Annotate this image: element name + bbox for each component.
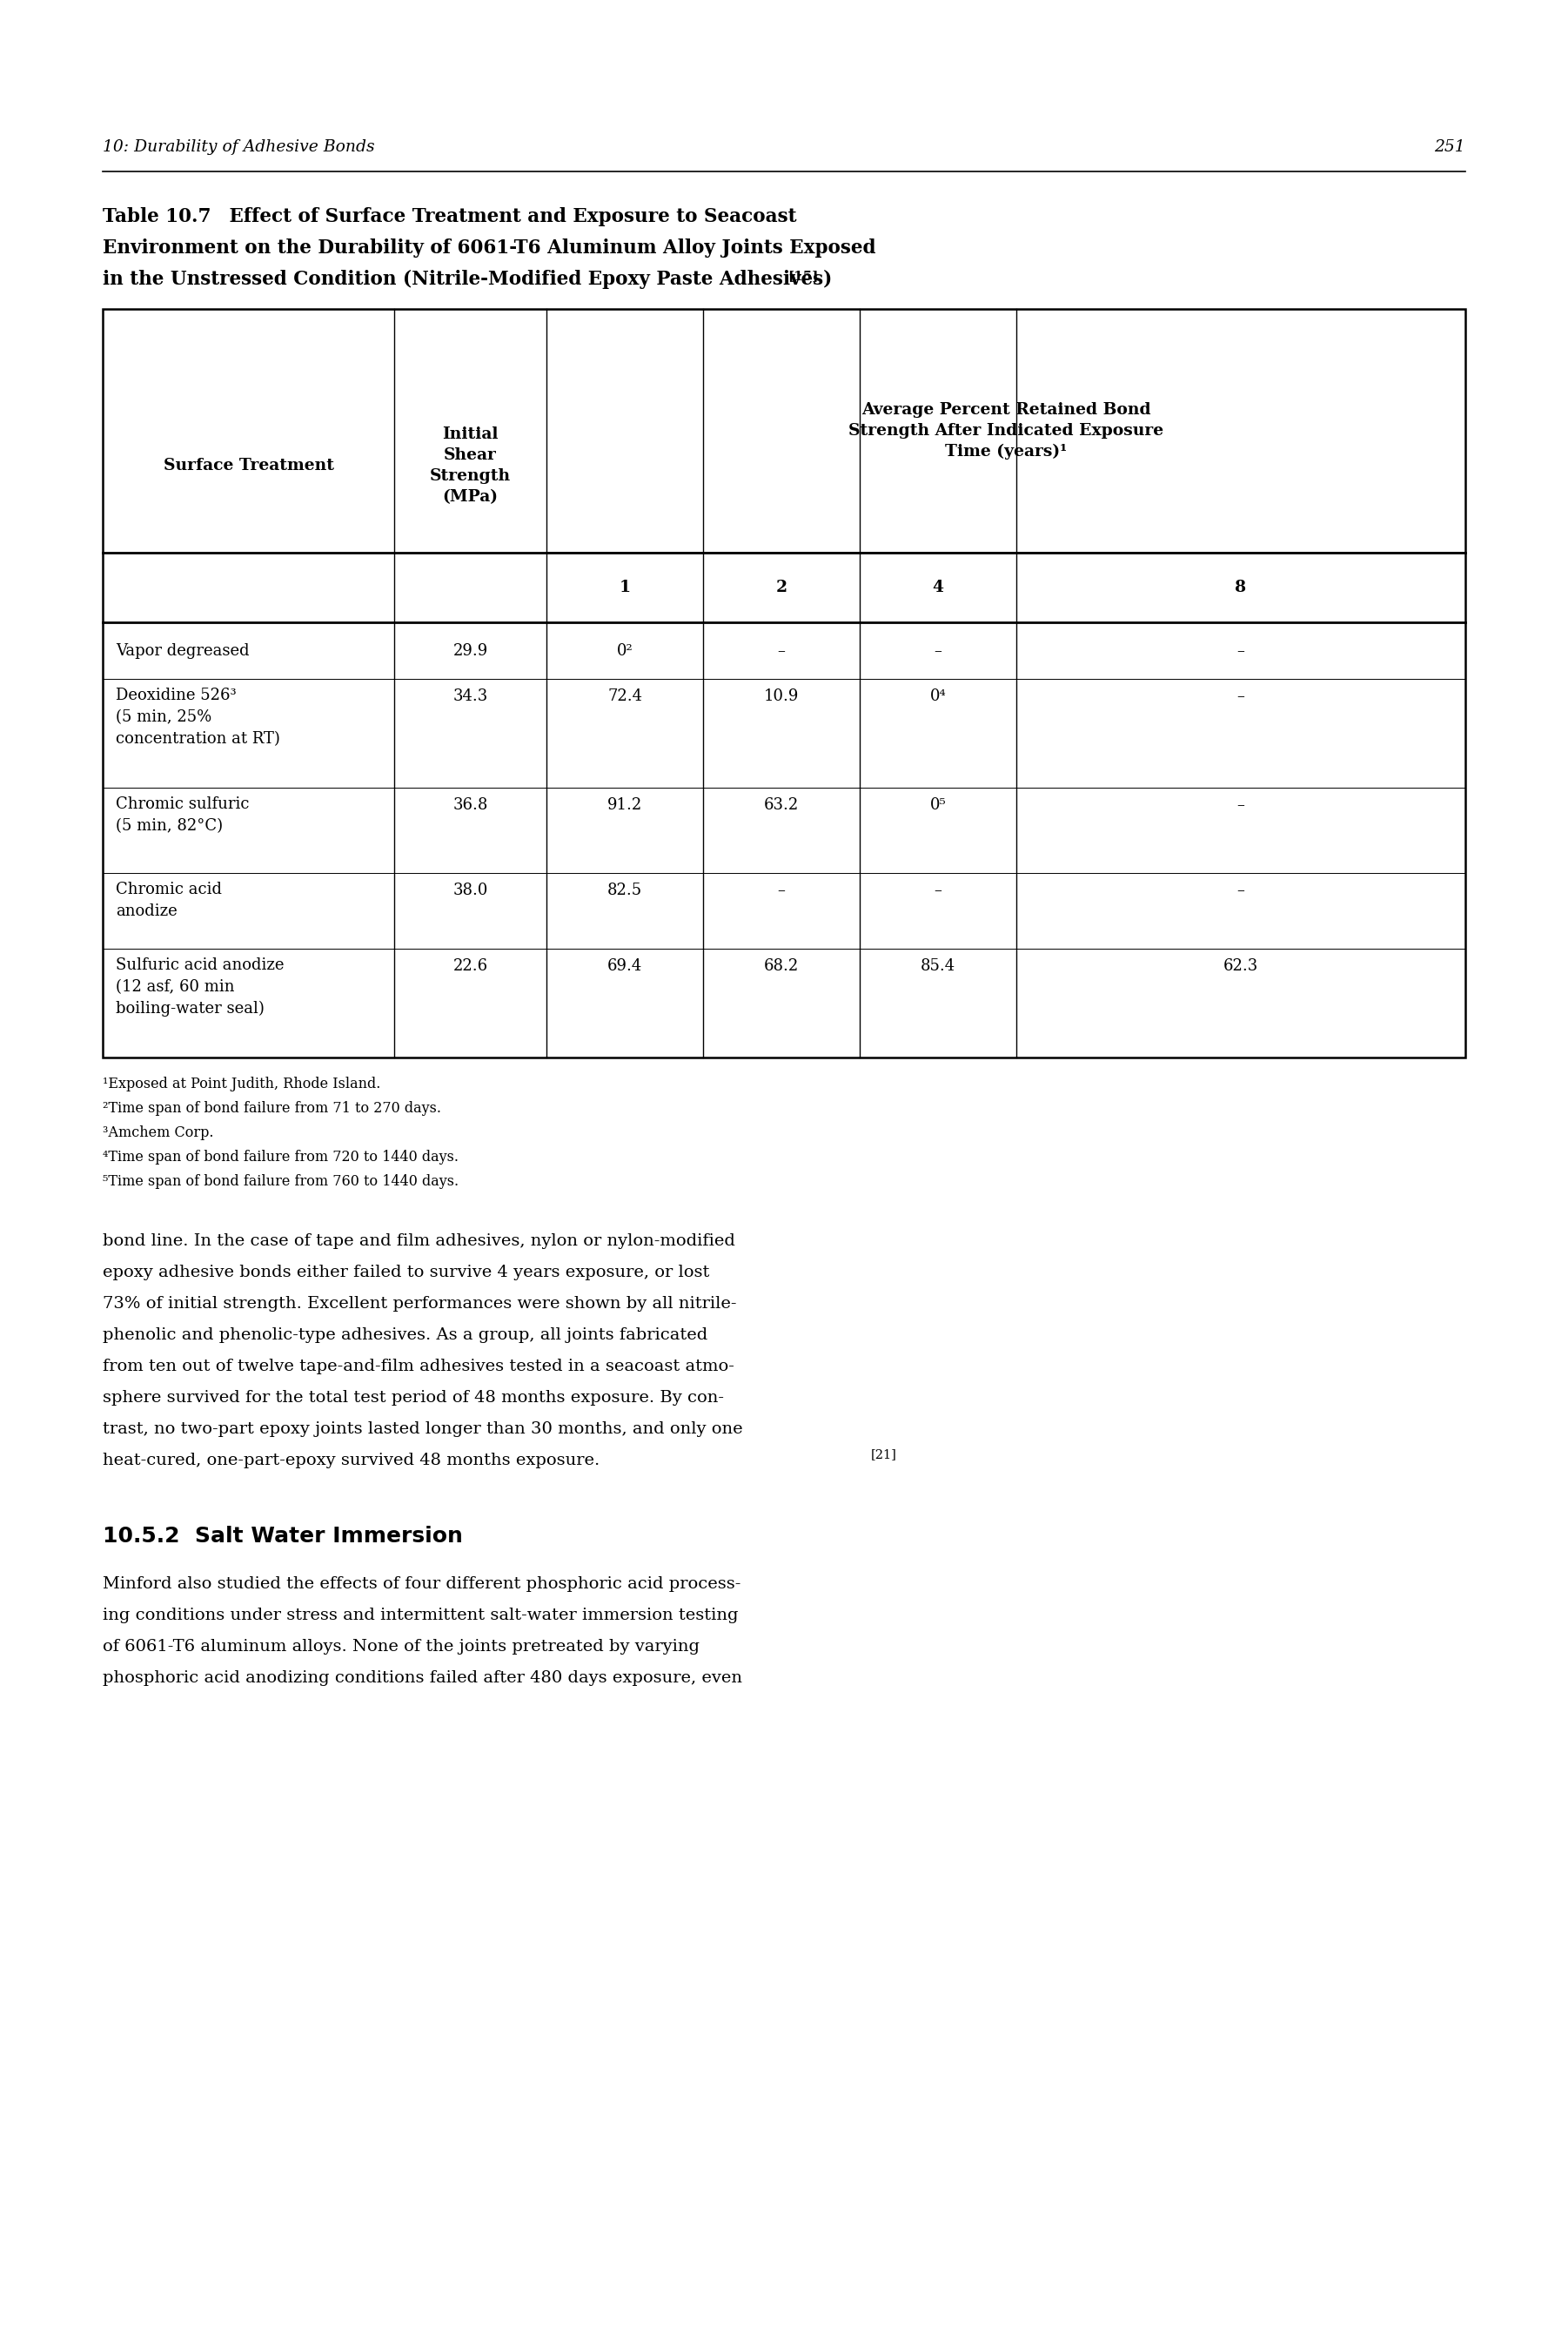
Text: Environment on the Durability of 6061-T6 Aluminum Alloy Joints Exposed: Environment on the Durability of 6061-T6…: [102, 237, 877, 258]
Text: 91.2: 91.2: [607, 797, 643, 813]
Text: 8: 8: [1236, 580, 1247, 595]
Text: –: –: [1237, 884, 1245, 898]
Text: Table 10.7: Table 10.7: [102, 207, 212, 226]
Text: Vapor degreased: Vapor degreased: [116, 644, 249, 658]
Text: 22.6: 22.6: [453, 959, 488, 973]
Text: –: –: [778, 644, 786, 658]
Text: 0⁵: 0⁵: [930, 797, 946, 813]
Text: from ten out of twelve tape-and-film adhesives tested in a seacoast atmo-: from ten out of twelve tape-and-film adh…: [102, 1358, 734, 1375]
Text: –: –: [1237, 644, 1245, 658]
Text: phosphoric acid anodizing conditions failed after 480 days exposure, even: phosphoric acid anodizing conditions fai…: [102, 1671, 742, 1685]
Text: ¹Exposed at Point Judith, Rhode Island.: ¹Exposed at Point Judith, Rhode Island.: [102, 1076, 381, 1090]
Text: 69.4: 69.4: [607, 959, 643, 973]
Bar: [102, 308, 1466, 1058]
Text: Average Percent Retained Bond
Strength After Indicated Exposure
Time (years)¹: Average Percent Retained Bond Strength A…: [848, 402, 1163, 461]
Text: 0⁴: 0⁴: [930, 689, 946, 705]
Text: Sulfuric acid anodize
(12 asf, 60 min
boiling-water seal): Sulfuric acid anodize (12 asf, 60 min bo…: [116, 956, 284, 1018]
Text: 63.2: 63.2: [764, 797, 800, 813]
Text: bond line. In the case of tape and film adhesives, nylon or nylon-modified: bond line. In the case of tape and film …: [102, 1234, 735, 1248]
Text: epoxy adhesive bonds either failed to survive 4 years exposure, or lost: epoxy adhesive bonds either failed to su…: [102, 1264, 709, 1281]
Text: ²Time span of bond failure from 71 to 270 days.: ²Time span of bond failure from 71 to 27…: [102, 1102, 441, 1116]
Text: [21]: [21]: [870, 1448, 897, 1459]
Text: 4: 4: [933, 580, 944, 595]
Text: 72.4: 72.4: [607, 689, 643, 705]
Text: –: –: [1237, 689, 1245, 705]
Text: 10: Durability of Adhesive Bonds: 10: Durability of Adhesive Bonds: [102, 139, 375, 155]
Text: 251: 251: [1435, 139, 1466, 155]
Text: Surface Treatment: Surface Treatment: [163, 458, 334, 472]
Text: 82.5: 82.5: [607, 884, 643, 898]
Text: 36.8: 36.8: [453, 797, 488, 813]
Text: trast, no two-part epoxy joints lasted longer than 30 months, and only one: trast, no two-part epoxy joints lasted l…: [102, 1422, 743, 1436]
Text: 10.9: 10.9: [764, 689, 800, 705]
Text: –: –: [935, 884, 942, 898]
Text: –: –: [935, 644, 942, 658]
Text: ing conditions under stress and intermittent salt-water immersion testing: ing conditions under stress and intermit…: [102, 1607, 739, 1624]
Text: 34.3: 34.3: [453, 689, 488, 705]
Text: –: –: [1237, 797, 1245, 813]
Text: sphere survived for the total test period of 48 months exposure. By con-: sphere survived for the total test perio…: [102, 1389, 724, 1405]
Text: ³Amchem Corp.: ³Amchem Corp.: [102, 1126, 213, 1140]
Text: Minford also studied the effects of four different phosphoric acid process-: Minford also studied the effects of four…: [102, 1577, 740, 1591]
Text: heat-cured, one-part-epoxy survived 48 months exposure.: heat-cured, one-part-epoxy survived 48 m…: [102, 1452, 599, 1469]
Text: 68.2: 68.2: [764, 959, 800, 973]
Text: Deoxidine 526³
(5 min, 25%
concentration at RT): Deoxidine 526³ (5 min, 25% concentration…: [116, 689, 281, 747]
Text: ⁵Time span of bond failure from 760 to 1440 days.: ⁵Time span of bond failure from 760 to 1…: [102, 1175, 459, 1189]
Text: 0²: 0²: [616, 644, 633, 658]
Text: ⁴Time span of bond failure from 720 to 1440 days.: ⁴Time span of bond failure from 720 to 1…: [102, 1149, 458, 1166]
Text: [15]: [15]: [787, 270, 818, 282]
Text: Chromic acid
anodize: Chromic acid anodize: [116, 881, 223, 919]
Text: 29.9: 29.9: [453, 644, 488, 658]
Text: 10.5.2  Salt Water Immersion: 10.5.2 Salt Water Immersion: [102, 1525, 463, 1546]
Text: 73% of initial strength. Excellent performances were shown by all nitrile-: 73% of initial strength. Excellent perfo…: [102, 1295, 737, 1311]
Text: of 6061-T6 aluminum alloys. None of the joints pretreated by varying: of 6061-T6 aluminum alloys. None of the …: [102, 1638, 699, 1654]
Text: Initial
Shear
Strength
(MPa): Initial Shear Strength (MPa): [430, 425, 511, 505]
Text: Chromic sulfuric
(5 min, 82°C): Chromic sulfuric (5 min, 82°C): [116, 797, 249, 834]
Text: –: –: [778, 884, 786, 898]
Text: Effect of Surface Treatment and Exposure to Seacoast: Effect of Surface Treatment and Exposure…: [223, 207, 797, 226]
Text: 38.0: 38.0: [453, 884, 488, 898]
Text: 85.4: 85.4: [920, 959, 955, 973]
Text: 2: 2: [776, 580, 787, 595]
Text: 62.3: 62.3: [1223, 959, 1259, 973]
Text: phenolic and phenolic-type adhesives. As a group, all joints fabricated: phenolic and phenolic-type adhesives. As…: [102, 1328, 707, 1342]
Text: 1: 1: [619, 580, 630, 595]
Text: in the Unstressed Condition (Nitrile-Modified Epoxy Paste Adhesives): in the Unstressed Condition (Nitrile-Mod…: [102, 270, 833, 289]
